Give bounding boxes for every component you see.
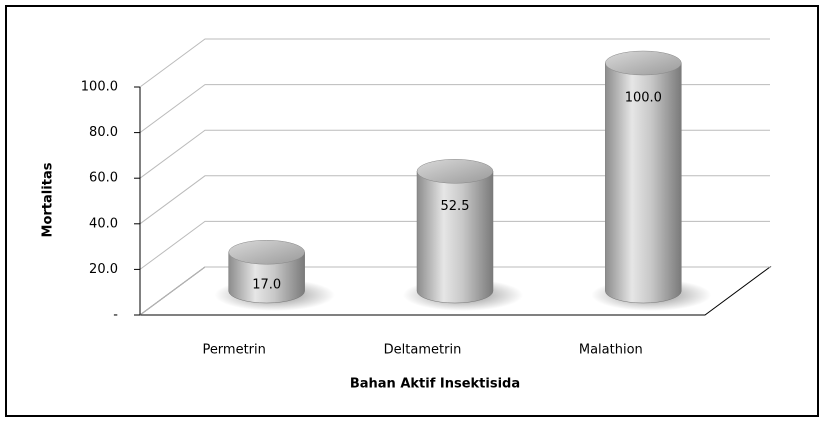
grid-line: [139, 266, 770, 316]
x-tick-label: Permetrin: [202, 343, 265, 358]
y-tick-label: 20.0: [89, 262, 118, 277]
grid-line: [139, 175, 770, 225]
frame: [5, 5, 819, 417]
grid-line: [139, 38, 770, 88]
y-tick-label: 60.0: [89, 171, 118, 186]
x-tick-label: Malathion: [579, 343, 643, 358]
value-label: 17.0: [252, 278, 281, 293]
bar-top: [228, 239, 305, 265]
y-tick-label: -: [113, 308, 118, 323]
x-axis-title: Bahan Aktif Insektisida: [350, 377, 520, 392]
bar-top: [416, 159, 494, 184]
y-tick-label: 40.0: [89, 216, 118, 231]
x-tick-label: Deltametrin: [384, 343, 462, 358]
grid-line: [139, 129, 770, 179]
bar: [605, 62, 682, 304]
bar: [416, 171, 494, 304]
value-label: 52.5: [441, 199, 470, 214]
y-axis-title: Mortalitas: [41, 162, 56, 237]
grid-line: [139, 84, 770, 134]
grid-line: [139, 220, 770, 270]
bar: [228, 251, 305, 304]
value-label: 100.0: [625, 91, 662, 106]
bar-top: [605, 50, 682, 76]
y-tick-label: 80.0: [89, 125, 118, 140]
y-tick-label: 100.0: [81, 80, 118, 95]
